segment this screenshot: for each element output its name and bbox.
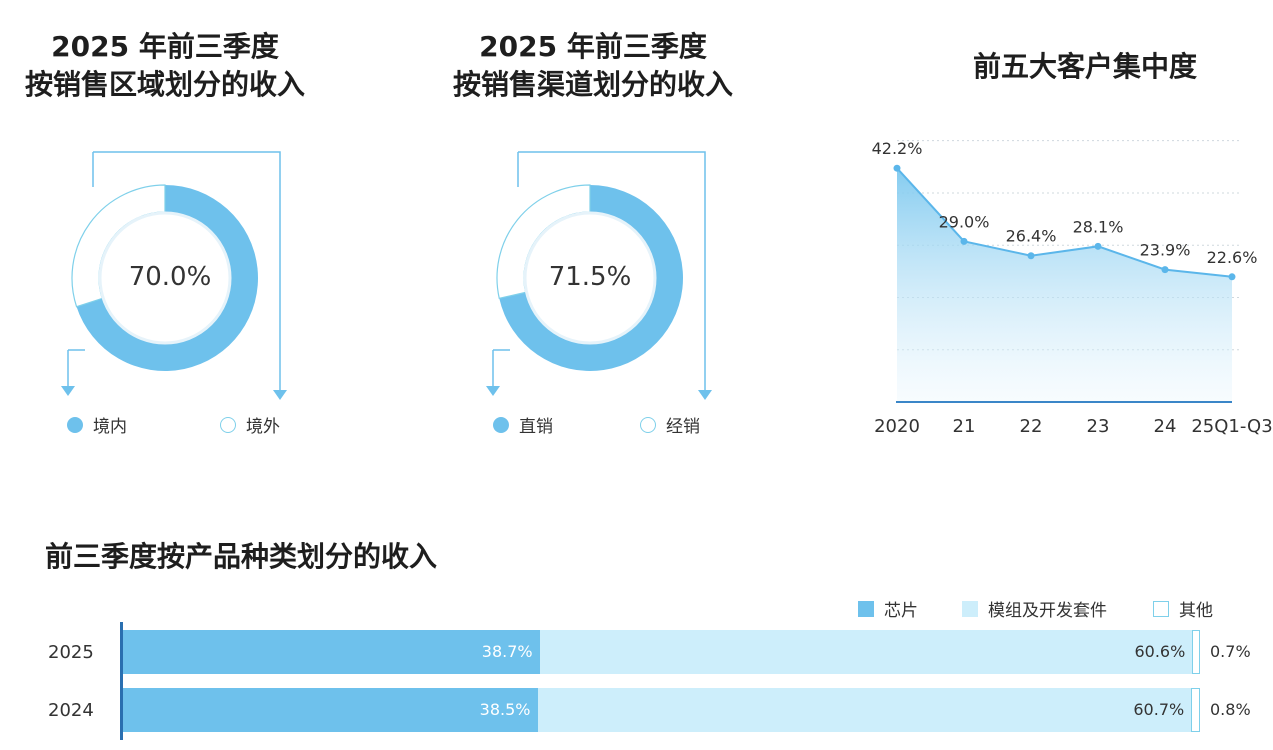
data-label: 26.4% bbox=[1006, 227, 1057, 246]
legend-distribution-swatch bbox=[640, 416, 656, 433]
channel-title-line1: 2025 年前三季度 bbox=[479, 30, 707, 63]
x-tick-label: 21 bbox=[953, 416, 976, 437]
bar-segment bbox=[123, 688, 538, 732]
bar-axis-line bbox=[120, 622, 123, 740]
region-title-line2: 按销售区域划分的收入 bbox=[24, 68, 305, 101]
region-donut-chart bbox=[61, 151, 287, 400]
region-hole bbox=[98, 211, 232, 345]
bar-segment bbox=[123, 630, 540, 674]
legend-module-swatch bbox=[962, 600, 978, 617]
bar-value-label: 0.8% bbox=[1210, 700, 1251, 719]
bar-value-label: 38.7% bbox=[481, 642, 533, 661]
region-slice-0 bbox=[76, 185, 258, 371]
data-label: 42.2% bbox=[872, 139, 923, 158]
channel-arrow-left bbox=[486, 386, 500, 396]
legend-direct: 直销 bbox=[493, 412, 553, 437]
legend-module: 模组及开发套件 bbox=[962, 596, 1107, 621]
concentration-area bbox=[897, 168, 1232, 402]
region-donut bbox=[71, 184, 258, 371]
bar-value-label: 60.7% bbox=[1133, 700, 1185, 719]
concentration-area-chart: 42.2%29.0%26.4% 28.1%23.9% 22.6% 2020 21 22 2… bbox=[872, 139, 1273, 437]
x-tick-label: 23 bbox=[1087, 416, 1110, 437]
product-title: 前三季度按产品种类划分的收入 bbox=[45, 540, 438, 573]
region-title-line1: 2025 年前三季度 bbox=[51, 30, 279, 63]
data-point bbox=[1161, 266, 1169, 274]
data-point bbox=[1094, 242, 1102, 250]
legend-other: 其他 bbox=[1153, 596, 1213, 621]
data-label: 22.6% bbox=[1207, 248, 1258, 267]
concentration-line bbox=[896, 167, 1233, 278]
legend-distribution-label: 经销 bbox=[666, 417, 700, 437]
legend-overseas-label: 境外 bbox=[246, 417, 280, 437]
concentration-x-ticks: 2020 21 22 23 24 25Q1-Q3 bbox=[874, 416, 1273, 437]
concentration-title: 前五大客户集中度 bbox=[972, 50, 1197, 83]
legend-chip-label: 芯片 bbox=[884, 601, 918, 621]
region-center-label: 70.0% bbox=[128, 262, 212, 292]
channel-donut bbox=[496, 184, 683, 371]
channel-hole bbox=[523, 211, 657, 345]
channel-donut-chart bbox=[486, 151, 712, 400]
bar-segment bbox=[1191, 688, 1200, 732]
bar-value-label: 60.6% bbox=[1134, 642, 1186, 661]
legend-chip: 芯片 bbox=[858, 596, 918, 621]
row-label-2024: 2024 bbox=[48, 700, 94, 721]
data-point bbox=[1027, 252, 1035, 260]
legend-direct-swatch bbox=[493, 416, 509, 433]
data-label: 23.9% bbox=[1140, 241, 1191, 260]
bar-segment bbox=[537, 688, 1192, 732]
channel-bracket-right bbox=[518, 151, 706, 398]
channel-center-label: 71.5% bbox=[548, 262, 632, 292]
row-label-2025: 2025 bbox=[48, 642, 94, 663]
bar-segment bbox=[1192, 630, 1200, 674]
x-tick-label: 2020 bbox=[874, 416, 920, 437]
legend-direct-label: 直销 bbox=[519, 417, 553, 437]
legend-domestic-label: 境内 bbox=[93, 417, 127, 437]
region-arrow-right bbox=[273, 390, 287, 400]
legend-domestic-swatch bbox=[67, 416, 83, 433]
legend-domestic: 境内 bbox=[67, 412, 127, 437]
concentration-points bbox=[893, 164, 1236, 281]
data-point bbox=[1228, 273, 1236, 281]
legend-overseas-swatch bbox=[220, 416, 236, 433]
data-point bbox=[960, 237, 968, 245]
legend-distribution: 经销 bbox=[640, 412, 700, 437]
bar-value-label: 0.7% bbox=[1210, 642, 1251, 661]
region-chart-title: 2025 年前三季度 按销售区域划分的收入 bbox=[0, 28, 330, 104]
data-label: 29.0% bbox=[939, 212, 990, 231]
concentration-value-labels: 42.2% 29.0% 26.4% 28.1% 23.9% 22.6% bbox=[872, 139, 1258, 267]
bar-segment bbox=[539, 630, 1193, 674]
channel-arrow-right bbox=[698, 390, 712, 400]
legend-chip-swatch bbox=[858, 600, 874, 617]
legend-module-label: 模组及开发套件 bbox=[988, 601, 1107, 621]
legend-other-label: 其他 bbox=[1179, 601, 1213, 621]
data-point bbox=[893, 164, 901, 172]
region-arrow-left bbox=[61, 386, 75, 396]
channel-chart-title: 2025 年前三季度 按销售渠道划分的收入 bbox=[428, 28, 758, 104]
bar-value-label: 38.5% bbox=[479, 700, 531, 719]
x-tick-label: 25Q1-Q3 bbox=[1191, 416, 1272, 437]
legend-overseas: 境外 bbox=[220, 412, 280, 437]
legend-other-swatch bbox=[1153, 600, 1169, 617]
x-tick-label: 22 bbox=[1020, 416, 1043, 437]
x-tick-label: 24 bbox=[1154, 416, 1177, 437]
region-bracket-right bbox=[93, 151, 281, 398]
data-label: 28.1% bbox=[1073, 217, 1124, 236]
channel-title-line2: 按销售渠道划分的收入 bbox=[452, 68, 733, 101]
